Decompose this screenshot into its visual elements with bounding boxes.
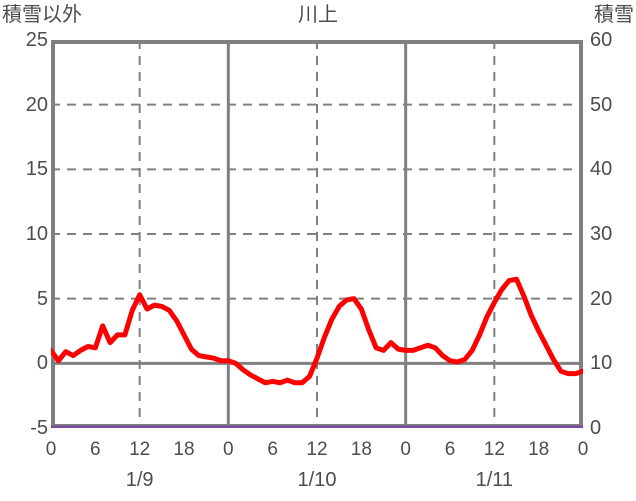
hour-tick-11: 18 xyxy=(528,439,550,460)
hour-tick-7: 18 xyxy=(350,439,372,460)
right-axis-tick-3: 30 xyxy=(590,223,613,245)
hour-tick-9: 6 xyxy=(444,439,456,460)
right-axis-tick-5: 10 xyxy=(590,352,613,375)
day-label-1: 1/10 xyxy=(297,469,337,491)
left-axis-tick-3: 10 xyxy=(25,223,48,245)
hour-tick-10: 12 xyxy=(483,439,505,460)
temperature-line xyxy=(51,276,583,386)
left-axis-tick-5: 0 xyxy=(36,352,48,375)
hour-tick-12: 0 xyxy=(577,439,589,460)
hour-tick-4: 0 xyxy=(223,439,234,460)
hour-tick-8: 0 xyxy=(400,439,411,460)
left-axis-caption: 積雪以外 xyxy=(2,4,82,26)
hour-tick-6: 12 xyxy=(306,439,328,460)
left-axis-tick-4: 5 xyxy=(36,287,48,310)
hour-tick-0: 0 xyxy=(45,439,57,460)
hour-tick-5: 6 xyxy=(267,439,278,460)
left-axis-tick-0: 25 xyxy=(25,29,48,51)
right-axis-tick-1: 50 xyxy=(590,93,613,116)
right-axis-tick-6: 0 xyxy=(590,417,602,439)
left-axis-tick-6: -5 xyxy=(30,417,48,439)
hour-tick-2: 12 xyxy=(129,439,151,460)
day-label-0: 1/9 xyxy=(125,469,154,491)
right-axis-tick-0: 60 xyxy=(590,29,613,51)
page-title: 川上 xyxy=(298,4,338,26)
day-label-2: 1/11 xyxy=(475,469,514,491)
right-axis-tick-2: 40 xyxy=(590,158,613,181)
right-axis-caption: 積雪 xyxy=(594,4,634,26)
hour-tick-1: 6 xyxy=(90,439,101,460)
left-axis-tick-2: 15 xyxy=(25,158,48,181)
plot-canvas xyxy=(51,40,583,428)
right-axis-tick-4: 20 xyxy=(590,287,613,310)
left-axis-tick-1: 20 xyxy=(25,93,48,116)
hour-tick-3: 18 xyxy=(173,439,195,460)
